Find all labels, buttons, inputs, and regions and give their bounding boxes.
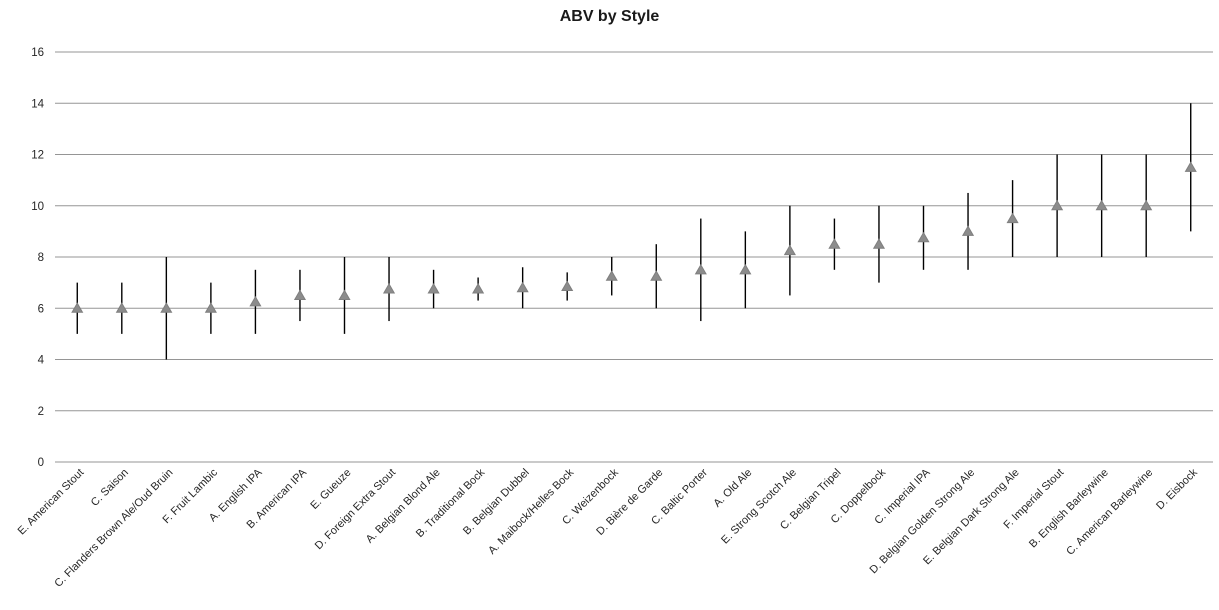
midpoint-marker-triangle [605,270,618,281]
y-axis-tick-label: 0 [38,457,44,469]
y-axis-tick-label: 8 [38,252,44,264]
midpoint-marker-triangle [828,238,841,249]
x-axis-category-label: E. American Stout [16,467,87,538]
midpoint-marker-triangle [961,225,975,236]
midpoint-marker-triangle [204,302,217,313]
x-axis-category-label: E. Strong Scotch Ale [719,467,799,547]
x-axis-category-label: A. Old Ale [711,467,754,510]
midpoint-marker-triangle [427,283,440,294]
midpoint-marker-triangle [382,283,396,294]
x-axis-category-label: D. Eisbock [1154,466,1200,512]
midpoint-marker-triangle [516,281,529,293]
midpoint-marker-triangle [115,302,128,313]
y-axis-tick-label: 14 [31,98,44,110]
midpoint-marker-triangle [338,289,351,300]
midpoint-marker-triangle [739,263,752,275]
midpoint-marker-triangle [160,302,173,313]
midpoint-marker-triangle [872,238,886,249]
x-axis-category-label: A. Belgian Blond Ale [364,467,443,546]
x-axis-category-label: E. Gueuze [308,467,353,512]
midpoint-marker-triangle [1140,199,1153,211]
midpoint-marker-triangle [917,231,930,243]
midpoint-marker-triangle [1184,161,1197,172]
y-axis-tick-label: 2 [38,406,44,418]
y-axis-tick-label: 12 [31,150,44,162]
midpoint-marker-triangle [472,283,485,294]
x-axis-category-label: D. Foreign Extra Stout [313,467,398,552]
x-axis-category-label: C. Saison [89,467,131,509]
midpoint-marker-triangle [650,270,663,281]
x-axis-category-label: A. Maibock/Helles Bock [486,466,577,557]
x-axis-category-label: B. English Barleywine [1027,467,1111,551]
x-axis-category-label: C. American Barleywine [1064,467,1155,558]
midpoint-marker-triangle [1051,199,1064,211]
midpoint-marker-triangle [1006,212,1019,224]
chart-title: ABV by Style [559,8,660,25]
y-axis-tick-label: 6 [38,303,44,315]
y-axis-tick-label: 4 [38,355,45,367]
midpoint-marker-triangle [249,295,262,307]
y-axis-tick-label: 16 [31,47,44,59]
midpoint-marker-triangle [561,280,574,291]
y-axis-tick-label: 10 [31,201,44,213]
midpoint-marker-triangle [694,263,707,275]
midpoint-marker-triangle [783,244,796,256]
midpoint-marker-triangle [71,302,84,313]
midpoint-marker-triangle [293,289,307,300]
midpoint-marker-triangle [1095,199,1108,211]
